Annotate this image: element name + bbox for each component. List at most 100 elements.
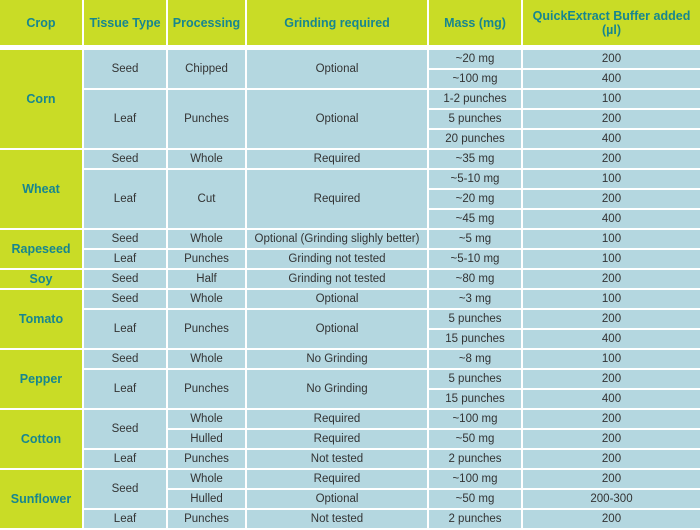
- buffer-cell: 100: [523, 90, 700, 108]
- buffer-cell: 100: [523, 350, 700, 368]
- table-row: Tomato Seed Whole Optional ~3 mg 100: [0, 290, 700, 348]
- processing-cell: Whole: [168, 230, 245, 248]
- buffer-cell: 200: [523, 310, 700, 328]
- table-row: ~100 mg 400: [0, 70, 700, 88]
- buffer-cell: 200: [523, 450, 700, 468]
- crop-cell: Pepper: [0, 350, 82, 408]
- grinding-cell: Not tested: [247, 510, 427, 528]
- processing-cell: Chipped: [168, 50, 245, 88]
- buffer-cell: 400: [523, 330, 700, 348]
- table-row: Corn Seed Chipped Optional ~20 mg 200: [0, 50, 700, 148]
- mass-cell: ~8 mg: [429, 350, 521, 368]
- grinding-cell: Optional (Grinding slighly better): [247, 230, 427, 248]
- mass-cell: 5 punches: [429, 370, 521, 388]
- processing-cell: Whole: [168, 150, 245, 168]
- processing-cell: Whole: [168, 470, 245, 488]
- table-row: ~45 mg 400: [0, 210, 700, 228]
- buffer-cell: 400: [523, 70, 700, 88]
- processing-cell: Punches: [168, 370, 245, 408]
- table-row: Hulled Optional ~50 mg 200-300: [0, 490, 700, 508]
- buffer-cell: 100: [523, 230, 700, 248]
- table-row: Wheat Seed Whole Required ~35 mg 200: [0, 150, 700, 228]
- mass-cell: 5 punches: [429, 110, 521, 128]
- grinding-cell: Required: [247, 410, 427, 428]
- mass-cell: ~20 mg: [429, 190, 521, 208]
- buffer-cell: 200-300: [523, 490, 700, 508]
- tissue-type-cell: Seed: [84, 410, 166, 448]
- mass-cell: ~20 mg: [429, 50, 521, 68]
- crop-cell: Sunflower: [0, 470, 82, 528]
- buffer-cell: 200: [523, 410, 700, 428]
- buffer-cell: 200: [523, 190, 700, 208]
- mass-cell: ~45 mg: [429, 210, 521, 228]
- buffer-cell: 200: [523, 510, 700, 528]
- header-processing: Processing: [168, 0, 245, 45]
- header-tissue-type: Tissue Type: [84, 0, 166, 45]
- buffer-cell: 400: [523, 210, 700, 228]
- tissue-type-cell: Seed: [84, 290, 166, 308]
- grinding-cell: Required: [247, 170, 427, 228]
- table-row: Leaf Punches Optional 1-2 punches 100: [0, 90, 700, 148]
- table-row: Pepper Seed Whole No Grinding ~8 mg 100: [0, 350, 700, 408]
- mass-cell: ~80 mg: [429, 270, 521, 288]
- table-row: 20 punches 400: [0, 130, 700, 148]
- buffer-cell: 400: [523, 390, 700, 408]
- mass-cell: 15 punches: [429, 390, 521, 408]
- table-row: ~20 mg 200: [0, 190, 700, 208]
- table-row: Leaf Punches Not tested 2 punches 200: [0, 510, 700, 528]
- processing-cell: Half: [168, 270, 245, 288]
- table-row: Hulled Required ~50 mg 200: [0, 430, 700, 448]
- buffer-cell: 400: [523, 130, 700, 148]
- mass-cell: ~50 mg: [429, 490, 521, 508]
- mass-cell: 2 punches: [429, 450, 521, 468]
- mass-cell: ~5-10 mg: [429, 170, 521, 188]
- table-row: Cotton Seed Whole Required ~100 mg 200: [0, 410, 700, 468]
- header-buffer: QuickExtract Buffer added (µl): [523, 0, 700, 45]
- mass-cell: 15 punches: [429, 330, 521, 348]
- tissue-type-cell: Seed: [84, 470, 166, 508]
- grinding-cell: Grinding not tested: [247, 250, 427, 268]
- buffer-cell: 200: [523, 270, 700, 288]
- crop-cell: Tomato: [0, 290, 82, 348]
- processing-cell: Hulled: [168, 430, 245, 448]
- mass-cell: 20 punches: [429, 130, 521, 148]
- tissue-type-cell: Leaf: [84, 250, 166, 268]
- processing-cell: Punches: [168, 450, 245, 468]
- tissue-type-cell: Leaf: [84, 90, 166, 148]
- tissue-type-cell: Leaf: [84, 450, 166, 468]
- table-row: Leaf Punches No Grinding 5 punches 200: [0, 370, 700, 408]
- processing-cell: Punches: [168, 250, 245, 268]
- crop-cell: Wheat: [0, 150, 82, 228]
- grinding-cell: Optional: [247, 310, 427, 348]
- processing-cell: Whole: [168, 410, 245, 428]
- table-row: Soy Seed Half Grinding not tested ~80 mg 200: [0, 270, 700, 288]
- buffer-cell: 200: [523, 150, 700, 168]
- header-row: Crop Tissue Type Processing Grinding req…: [0, 0, 700, 45]
- table-row: Leaf Punches Not tested 2 punches 200: [0, 450, 700, 468]
- table-row: Leaf Cut Required ~5-10 mg 100: [0, 170, 700, 228]
- mass-cell: ~100 mg: [429, 470, 521, 488]
- grinding-cell: Grinding not tested: [247, 270, 427, 288]
- grinding-cell: Optional: [247, 50, 427, 88]
- grinding-cell: Required: [247, 150, 427, 168]
- processing-cell: Punches: [168, 90, 245, 148]
- mass-cell: ~3 mg: [429, 290, 521, 308]
- buffer-cell: 200: [523, 470, 700, 488]
- mass-cell: 1-2 punches: [429, 90, 521, 108]
- header-grinding: Grinding required: [247, 0, 427, 45]
- crop-cell: Corn: [0, 50, 82, 148]
- tissue-type-cell: Seed: [84, 270, 166, 288]
- table-row: Sunflower Seed Whole Required ~100 mg 200: [0, 470, 700, 528]
- table-row: Rapeseed Seed Whole Optional (Grinding slig…: [0, 230, 700, 268]
- table-row: 15 punches 400: [0, 390, 700, 408]
- tissue-type-cell: Seed: [84, 50, 166, 88]
- mass-cell: ~100 mg: [429, 410, 521, 428]
- table-row: 5 punches 200: [0, 110, 700, 128]
- buffer-cell: 200: [523, 430, 700, 448]
- grinding-cell: Optional: [247, 490, 427, 508]
- buffer-cell: 100: [523, 290, 700, 308]
- grinding-cell: Required: [247, 430, 427, 448]
- header-mass: Mass (mg): [429, 0, 521, 45]
- grinding-cell: Not tested: [247, 450, 427, 468]
